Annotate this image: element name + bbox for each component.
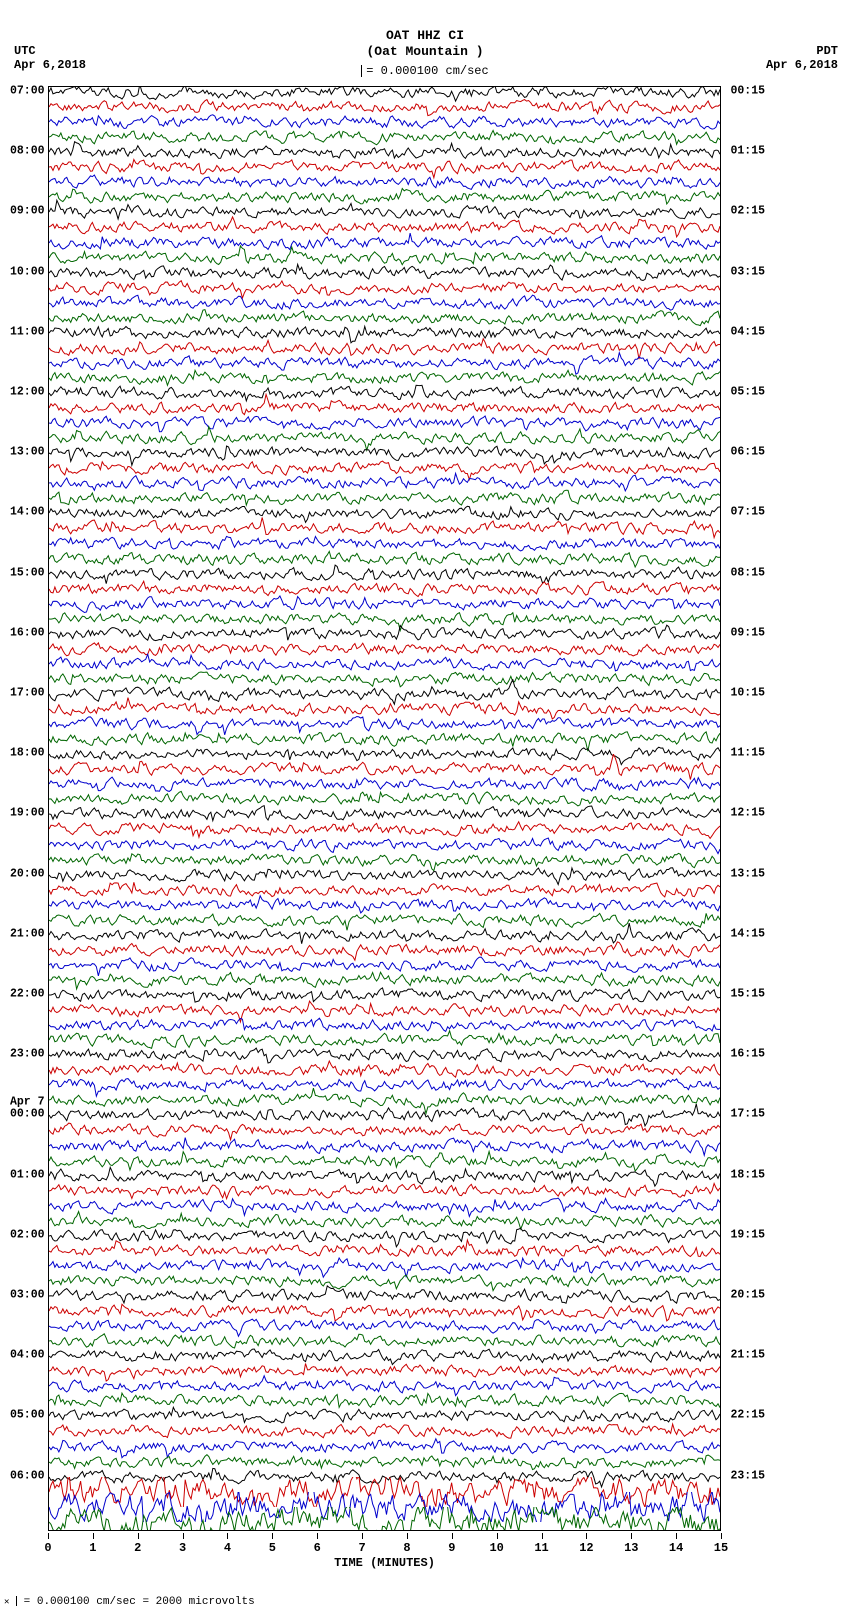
- utc-time-label: 15:00: [10, 566, 45, 579]
- x-tick-label: 7: [358, 1541, 365, 1555]
- utc-time-label: 12:00: [10, 386, 45, 399]
- utc-time-label: 10:00: [10, 265, 45, 278]
- pdt-time-label: 03:15: [730, 265, 765, 278]
- date-left: Apr 6,2018: [14, 58, 86, 72]
- utc-time-label: 09:00: [10, 205, 45, 218]
- x-tick-label: 15: [714, 1541, 728, 1555]
- x-tick-mark: [631, 1533, 632, 1539]
- utc-time-label: 13:00: [10, 446, 45, 459]
- x-tick-label: 10: [489, 1541, 503, 1555]
- x-tick-mark: [407, 1533, 408, 1539]
- x-tick-mark: [452, 1533, 453, 1539]
- seismogram-plot: [48, 86, 721, 1531]
- utc-time-label: 00:00: [10, 1108, 45, 1121]
- x-tick-mark: [138, 1533, 139, 1539]
- pdt-time-label: 17:15: [730, 1108, 765, 1121]
- pdt-time-label: 02:15: [730, 205, 765, 218]
- scale-label: = 0.000100 cm/sec: [0, 64, 850, 78]
- x-tick-mark: [586, 1533, 587, 1539]
- utc-time-label: 08:00: [10, 145, 45, 158]
- utc-time-label: 19:00: [10, 807, 45, 820]
- utc-time-label: 06:00: [10, 1469, 45, 1482]
- pdt-time-label: 21:15: [730, 1349, 765, 1362]
- pdt-time-label: 12:15: [730, 807, 765, 820]
- tz-left: UTC: [14, 44, 36, 58]
- x-tick-label: 13: [624, 1541, 638, 1555]
- x-tick-label: 1: [89, 1541, 96, 1555]
- pdt-time-label: 01:15: [730, 145, 765, 158]
- x-tick-label: 5: [269, 1541, 276, 1555]
- utc-time-label: 23:00: [10, 1048, 45, 1061]
- utc-time-label: 03:00: [10, 1289, 45, 1302]
- utc-time-label: 22:00: [10, 988, 45, 1001]
- x-tick-label: 8: [403, 1541, 410, 1555]
- pdt-time-label: 06:15: [730, 446, 765, 459]
- x-tick-mark: [362, 1533, 363, 1539]
- pdt-time-label: 20:15: [730, 1289, 765, 1302]
- utc-time-label: 07:00: [10, 85, 45, 98]
- pdt-time-label: 15:15: [730, 988, 765, 1001]
- pdt-time-label: 16:15: [730, 1048, 765, 1061]
- x-axis-label: TIME (MINUTES): [48, 1556, 721, 1570]
- utc-time-label: 11:00: [10, 325, 45, 338]
- utc-time-label: 20:00: [10, 867, 45, 880]
- x-tick-mark: [721, 1533, 722, 1539]
- footer-scale: ✕ = 0.000100 cm/sec = 2000 microvolts: [4, 1596, 255, 1608]
- pdt-time-label: 14:15: [730, 927, 765, 940]
- x-tick-label: 12: [579, 1541, 593, 1555]
- x-tick-label: 0: [44, 1541, 51, 1555]
- utc-time-label: 16:00: [10, 626, 45, 639]
- pdt-time-label: 13:15: [730, 867, 765, 880]
- x-tick-mark: [542, 1533, 543, 1539]
- x-tick-label: 11: [534, 1541, 548, 1555]
- x-tick-mark: [676, 1533, 677, 1539]
- x-tick-mark: [93, 1533, 94, 1539]
- pdt-time-label: 19:15: [730, 1228, 765, 1241]
- pdt-time-label: 10:15: [730, 687, 765, 700]
- x-tick-mark: [272, 1533, 273, 1539]
- x-tick-label: 9: [448, 1541, 455, 1555]
- utc-time-label: 14:00: [10, 506, 45, 519]
- x-tick-mark: [497, 1533, 498, 1539]
- pdt-time-label: 07:15: [730, 506, 765, 519]
- utc-time-label: 04:00: [10, 1349, 45, 1362]
- seismogram-container: OAT HHZ CI (Oat Mountain ) = 0.000100 cm…: [0, 0, 850, 1613]
- x-tick-label: 2: [134, 1541, 141, 1555]
- utc-time-label: 05:00: [10, 1409, 45, 1422]
- pdt-time-label: 08:15: [730, 566, 765, 579]
- x-tick-label: 14: [669, 1541, 683, 1555]
- utc-time-label: 18:00: [10, 747, 45, 760]
- trace-row: [49, 1507, 720, 1531]
- x-tick-mark: [317, 1533, 318, 1539]
- x-tick-label: 3: [179, 1541, 186, 1555]
- x-tick-label: 4: [224, 1541, 231, 1555]
- utc-time-label: 02:00: [10, 1228, 45, 1241]
- utc-time-label: 17:00: [10, 687, 45, 700]
- pdt-time-label: 09:15: [730, 626, 765, 639]
- x-tick-mark: [227, 1533, 228, 1539]
- utc-time-label: 01:00: [10, 1168, 45, 1181]
- pdt-time-label: 11:15: [730, 747, 765, 760]
- x-tick-mark: [183, 1533, 184, 1539]
- date-right: Apr 6,2018: [766, 58, 838, 72]
- station-title: OAT HHZ CI: [0, 28, 850, 43]
- tz-right: PDT: [816, 44, 838, 58]
- station-location: (Oat Mountain ): [0, 44, 850, 59]
- pdt-time-label: 22:15: [730, 1409, 765, 1422]
- x-tick-mark: [48, 1533, 49, 1539]
- pdt-time-label: 23:15: [730, 1469, 765, 1482]
- x-tick-label: 6: [314, 1541, 321, 1555]
- utc-time-label: 21:00: [10, 927, 45, 940]
- pdt-time-label: 00:15: [730, 85, 765, 98]
- pdt-time-label: 18:15: [730, 1168, 765, 1181]
- pdt-time-label: 04:15: [730, 325, 765, 338]
- pdt-time-label: 05:15: [730, 386, 765, 399]
